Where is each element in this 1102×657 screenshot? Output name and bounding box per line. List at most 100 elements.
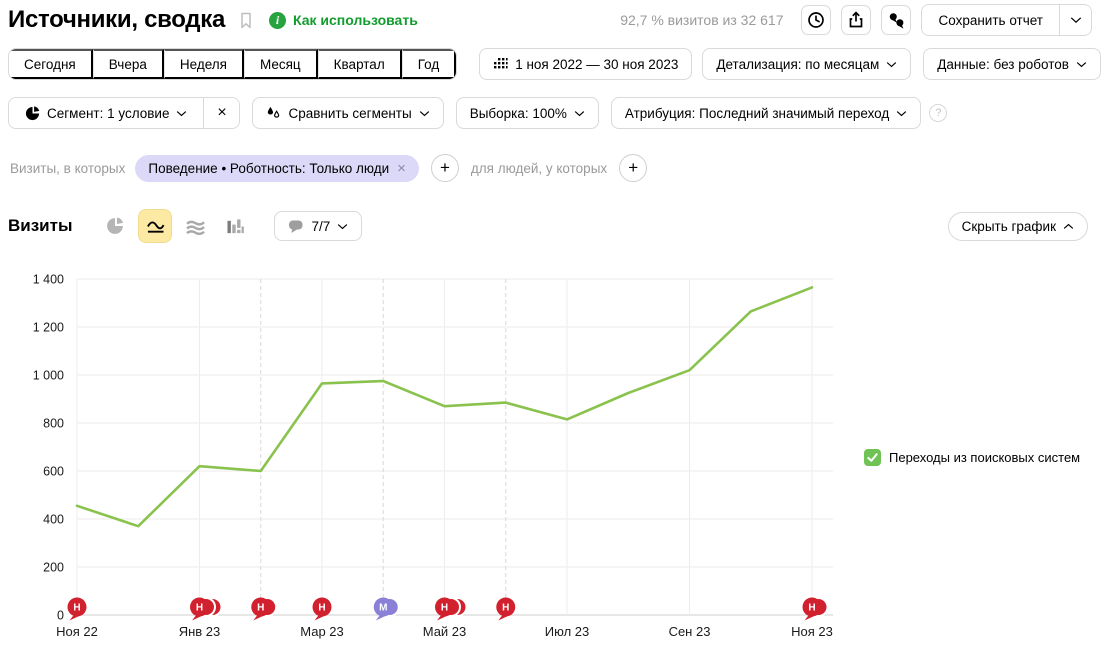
annotations-dropdown[interactable]: 7/7 [274, 211, 363, 241]
save-report-button[interactable]: Сохранить отчет [922, 5, 1059, 35]
svg-text:Н: Н [808, 603, 815, 614]
svg-text:Н: Н [196, 603, 203, 614]
segment-split-button: Сегмент: 1 условие × [8, 97, 241, 129]
attribution-dropdown[interactable]: Атрибуция: Последний значимый переход [610, 97, 922, 129]
annotation-marker[interactable]: Н [435, 597, 468, 621]
segment-clear-button[interactable]: × [203, 98, 240, 128]
save-report-split-button: Сохранить отчет [921, 4, 1092, 36]
visits-chart-section: 0 200 400 600 800 1 000 1 200 1 400 Ноя 22 Янв 23… [0, 253, 1102, 657]
chart-type-areas-button[interactable] [178, 209, 212, 243]
metric-title: Визиты [8, 216, 73, 235]
sampling-dropdown[interactable]: Выборка: 100% [455, 97, 599, 129]
comments-icon [889, 12, 904, 29]
info-icon: i [269, 11, 287, 29]
clock-icon [808, 12, 825, 28]
tab-week[interactable]: Неделя [163, 49, 244, 79]
date-range-button[interactable]: 1 ноя 2022 — 30 ноя 2023 [479, 48, 693, 80]
annotations-count: 7/7 [311, 218, 331, 234]
chevron-down-icon [419, 110, 429, 116]
annotation-marker[interactable]: Н [190, 597, 223, 621]
checkmark-icon [867, 453, 878, 462]
legend-item-search-traffic[interactable]: Переходы из поисковых систем [864, 449, 1080, 466]
tab-yesterday[interactable]: Вчера [92, 49, 164, 79]
x-axis-tick: Май 23 [423, 624, 467, 639]
legend-label: Переходы из поисковых систем [889, 450, 1081, 465]
y-axis-tick: 800 [43, 417, 64, 431]
stacked-areas-icon [186, 220, 205, 235]
visits-in-which-label: Визиты, в которых [10, 160, 126, 176]
legend-checkbox[interactable] [864, 449, 881, 466]
y-axis-tick: 0 [57, 609, 64, 623]
annotation-marker[interactable]: Н [67, 597, 87, 621]
history-button[interactable] [801, 5, 832, 35]
data-mode-value: Данные: без роботов [937, 56, 1069, 72]
help-icon[interactable]: ? [929, 104, 948, 122]
data-mode-dropdown[interactable]: Данные: без роботов [923, 48, 1101, 80]
series-line [75, 286, 814, 528]
drops-icon [268, 106, 280, 118]
tab-month[interactable]: Месяц [243, 49, 318, 79]
comments-button[interactable] [881, 5, 912, 35]
visit-filter-row: Визиты, в которых Поведение • Роботность… [10, 154, 659, 182]
header-actions: 92,7 % визитов из 32 617 Сохранить отчет [620, 4, 1092, 36]
svg-text:М: М [379, 603, 387, 614]
y-axis-tick: 1 200 [33, 321, 64, 335]
filter-chip-label: Поведение • Роботность: Только люди [148, 160, 390, 176]
x-axis-tick: Ноя 22 [56, 624, 98, 639]
hide-chart-label: Скрыть график [961, 218, 1056, 234]
segment-value: Сегмент: 1 условие [47, 105, 170, 121]
tab-year[interactable]: Год [401, 49, 457, 79]
svg-text:Н: Н [73, 603, 80, 614]
sampling-value: Выборка: 100% [469, 105, 567, 121]
attribution-value: Атрибуция: Последний значимый переход [624, 105, 890, 121]
annotation-marker[interactable]: Н [251, 597, 278, 621]
how-to-use-link[interactable]: Как использовать [293, 12, 418, 28]
header: Источники, сводка i Как использовать 92,… [8, 4, 1092, 36]
chart-toolbar: Визиты 7/7 [8, 209, 1088, 243]
hide-chart-button[interactable]: Скрыть график [947, 211, 1088, 241]
export-icon [850, 11, 863, 28]
export-button[interactable] [841, 5, 872, 35]
annotation-marker[interactable]: Н [312, 597, 332, 621]
chart-type-columns-button[interactable] [218, 209, 252, 243]
x-axis-tick: Июл 23 [545, 624, 589, 639]
segment-dropdown[interactable]: Сегмент: 1 условие [9, 98, 204, 128]
save-report-menu-button[interactable] [1059, 5, 1091, 35]
tab-quarter[interactable]: Квартал [317, 49, 402, 79]
y-axis-tick: 200 [43, 561, 64, 575]
y-axis-tick: 1 000 [33, 369, 64, 383]
chevron-down-icon [574, 110, 585, 116]
y-axis-tick: 1 400 [33, 273, 64, 287]
page-title: Источники, сводка [8, 6, 226, 33]
annotation-marker[interactable]: Н [496, 597, 516, 621]
visits-line-chart[interactable]: 0 200 400 600 800 1 000 1 200 1 400 Ноя 22 Янв 23… [0, 253, 850, 657]
speech-bubble-icon [289, 220, 303, 233]
for-people-label: для людей, у которых [470, 160, 608, 176]
compare-segments-dropdown[interactable]: Сравнить сегменты [252, 97, 444, 129]
remove-filter-icon[interactable]: × [397, 159, 406, 177]
x-axis-tick: Сен 23 [669, 624, 711, 639]
robotness-filter-chip[interactable]: Поведение • Роботность: Только люди × [135, 154, 419, 182]
svg-text:Н: Н [502, 603, 509, 614]
chevron-down-icon [1076, 61, 1087, 67]
x-axis-tick: Янв 23 [179, 624, 221, 639]
chevron-down-icon [338, 223, 348, 229]
date-range-value: 1 ноя 2022 — 30 ноя 2023 [515, 56, 679, 72]
chart-type-pie-button[interactable] [98, 209, 132, 243]
chevron-down-icon [897, 110, 907, 116]
detalization-dropdown[interactable]: Детализация: по месяцам [702, 48, 912, 80]
svg-text:Н: Н [441, 603, 448, 614]
y-axis-tick: 400 [43, 513, 64, 527]
annotation-marker[interactable]: М [373, 597, 400, 621]
y-axis-tick: 600 [43, 465, 64, 479]
line-chart-icon [147, 221, 165, 233]
add-people-condition-button[interactable]: + [619, 154, 648, 182]
bookmark-icon[interactable] [237, 11, 255, 30]
add-visit-condition-button[interactable]: + [430, 154, 459, 182]
chart-type-line-button[interactable] [138, 209, 173, 243]
detalization-value: Детализация: по месяцам [716, 56, 880, 72]
period-row: Сегодня Вчера Неделя Месяц Квартал Год 1… [8, 48, 1102, 80]
tab-today[interactable]: Сегодня [9, 49, 93, 79]
annotation-marker[interactable]: Н [802, 597, 829, 621]
